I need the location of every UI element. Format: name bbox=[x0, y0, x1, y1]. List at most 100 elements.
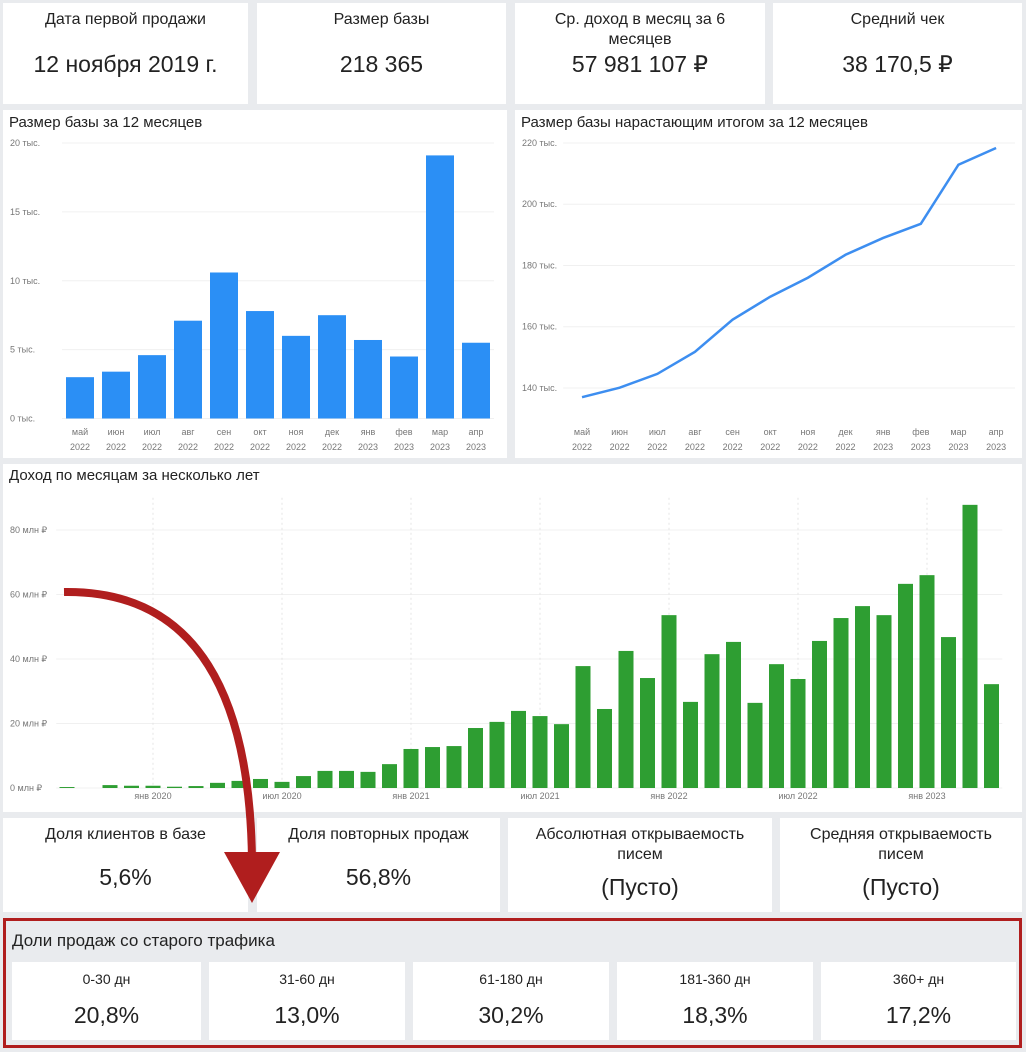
bar bbox=[360, 771, 376, 788]
x-tick-label: янв 2020 bbox=[134, 791, 171, 801]
x-tick-label: июн 2022 bbox=[610, 427, 630, 452]
x-tick-label: янв 2022 bbox=[650, 791, 687, 801]
bar bbox=[390, 356, 418, 419]
kpi-card: Доля повторных продаж 56,8% bbox=[257, 818, 500, 912]
bar bbox=[167, 786, 182, 788]
x-tick-label: май 2022 bbox=[572, 427, 592, 452]
y-tick-label: 5 тыс. bbox=[10, 345, 35, 355]
card-title: Ср. доход в месяц за 6 месяцев bbox=[554, 11, 726, 48]
bar bbox=[462, 342, 490, 419]
kpi-card: Ср. доход в месяц за 6 месяцев 57 981 107… bbox=[515, 3, 765, 104]
section-title: Доли продаж со старого трафика bbox=[12, 931, 275, 950]
bar bbox=[188, 786, 204, 788]
x-tick-label: окт 2022 bbox=[250, 427, 270, 452]
bar bbox=[66, 377, 94, 419]
card-value: 57 981 107 ₽ bbox=[571, 51, 709, 77]
bar bbox=[138, 355, 166, 419]
kpi-card: Размер базы 218 365 bbox=[257, 3, 506, 104]
bar bbox=[898, 583, 913, 788]
card-title: 61-180 дн bbox=[479, 971, 543, 987]
card-title: 360+ дн bbox=[892, 971, 945, 987]
card-title: Доля клиентов в базе bbox=[45, 826, 206, 843]
y-tick-label: 160 тыс. bbox=[522, 322, 557, 332]
y-tick-label: 0 тыс. bbox=[10, 414, 35, 424]
bar bbox=[769, 664, 784, 788]
x-tick-label: июл 2022 bbox=[778, 791, 817, 801]
bar bbox=[210, 782, 225, 788]
bar bbox=[941, 637, 956, 788]
bar bbox=[403, 748, 419, 788]
card-title: Средняя открываемость писем bbox=[810, 826, 992, 863]
kpi-card: Дата первой продажи 12 ноября 2019 г. bbox=[3, 3, 248, 104]
bar bbox=[833, 618, 849, 788]
x-tick-label: июл 2022 bbox=[647, 427, 667, 452]
x-tick-label: янв 2021 bbox=[392, 791, 429, 801]
bar bbox=[231, 780, 247, 788]
chart-title: Размер базы за 12 месяцев bbox=[9, 114, 202, 131]
x-tick-label: июл 2020 bbox=[262, 791, 301, 801]
bar bbox=[124, 785, 139, 788]
x-tick-label: дек 2022 bbox=[322, 427, 342, 452]
y-tick-label: 60 млн ₽ bbox=[10, 590, 47, 600]
kpi-card: Средняя открываемость писем (Пусто) bbox=[780, 818, 1022, 912]
card-value: 13,0% bbox=[274, 1002, 340, 1028]
y-tick-label: 220 тыс. bbox=[522, 138, 557, 148]
bar bbox=[145, 785, 161, 788]
bar bbox=[339, 770, 354, 788]
x-tick-label: мар 2023 bbox=[430, 427, 450, 452]
card-title: Дата первой продажи bbox=[45, 11, 206, 28]
x-tick-label: янв 2023 bbox=[873, 427, 893, 452]
card-value: 20,8% bbox=[73, 1002, 140, 1028]
bar bbox=[174, 320, 202, 419]
y-tick-label: 20 тыс. bbox=[10, 138, 40, 148]
bar bbox=[354, 339, 382, 419]
x-tick-label: янв 2023 bbox=[358, 427, 378, 452]
x-tick-label: июн 2022 bbox=[106, 427, 126, 452]
x-tick-label: авг 2022 bbox=[178, 427, 198, 452]
card-title: 0-30 дн bbox=[82, 971, 131, 987]
bar bbox=[102, 371, 130, 419]
card-title: Размер базы bbox=[333, 11, 430, 28]
x-tick-label: сен 2022 bbox=[723, 427, 743, 452]
y-tick-label: 20 млн ₽ bbox=[10, 719, 47, 729]
kpi-card: 181-360 дн 18,3% bbox=[617, 962, 813, 1040]
card-value: 12 ноября 2019 г. bbox=[33, 51, 218, 77]
x-tick-label: авг 2022 bbox=[685, 427, 705, 452]
kpi-card: 31-60 дн 13,0% bbox=[209, 962, 405, 1040]
x-tick-label: июл 2021 bbox=[520, 791, 559, 801]
y-tick-label: 15 тыс. bbox=[10, 207, 40, 217]
bar bbox=[489, 721, 505, 788]
kpi-card: 360+ дн 17,2% bbox=[821, 962, 1016, 1040]
bar bbox=[426, 155, 454, 419]
card-value: 18,3% bbox=[682, 1002, 748, 1028]
bar bbox=[282, 335, 310, 419]
card-value: 218 365 bbox=[339, 51, 424, 77]
y-tick-label: 140 тыс. bbox=[522, 383, 557, 393]
bar bbox=[812, 640, 827, 788]
card-value: (Пусто) bbox=[601, 874, 679, 900]
x-tick-label: ноя 2022 bbox=[798, 427, 818, 452]
bar bbox=[425, 747, 440, 788]
bar bbox=[511, 710, 526, 788]
bar bbox=[317, 770, 333, 788]
kpi-card: 61-180 дн 30,2% bbox=[413, 962, 609, 1040]
card-title: Доля повторных продаж bbox=[288, 826, 469, 843]
bar bbox=[446, 746, 462, 788]
x-tick-label: апр 2023 bbox=[986, 427, 1006, 452]
bar bbox=[640, 678, 655, 788]
card-value: 17,2% bbox=[885, 1002, 952, 1028]
bar bbox=[618, 650, 634, 788]
bar bbox=[661, 615, 677, 788]
kpi-card: Средний чек 38 170,5 ₽ bbox=[773, 3, 1022, 104]
kpi-card: 0-30 дн 20,8% bbox=[12, 962, 201, 1040]
card-title: 31-60 дн bbox=[279, 971, 335, 987]
bar bbox=[855, 606, 870, 788]
chart-title: Размер базы нарастающим итогом за 12 мес… bbox=[521, 114, 868, 131]
x-tick-label: мар 2023 bbox=[948, 427, 968, 452]
bar bbox=[274, 781, 290, 788]
bar bbox=[246, 311, 274, 419]
kpi-card: Доля клиентов в базе 5,6% bbox=[3, 818, 248, 912]
bar bbox=[704, 654, 720, 788]
